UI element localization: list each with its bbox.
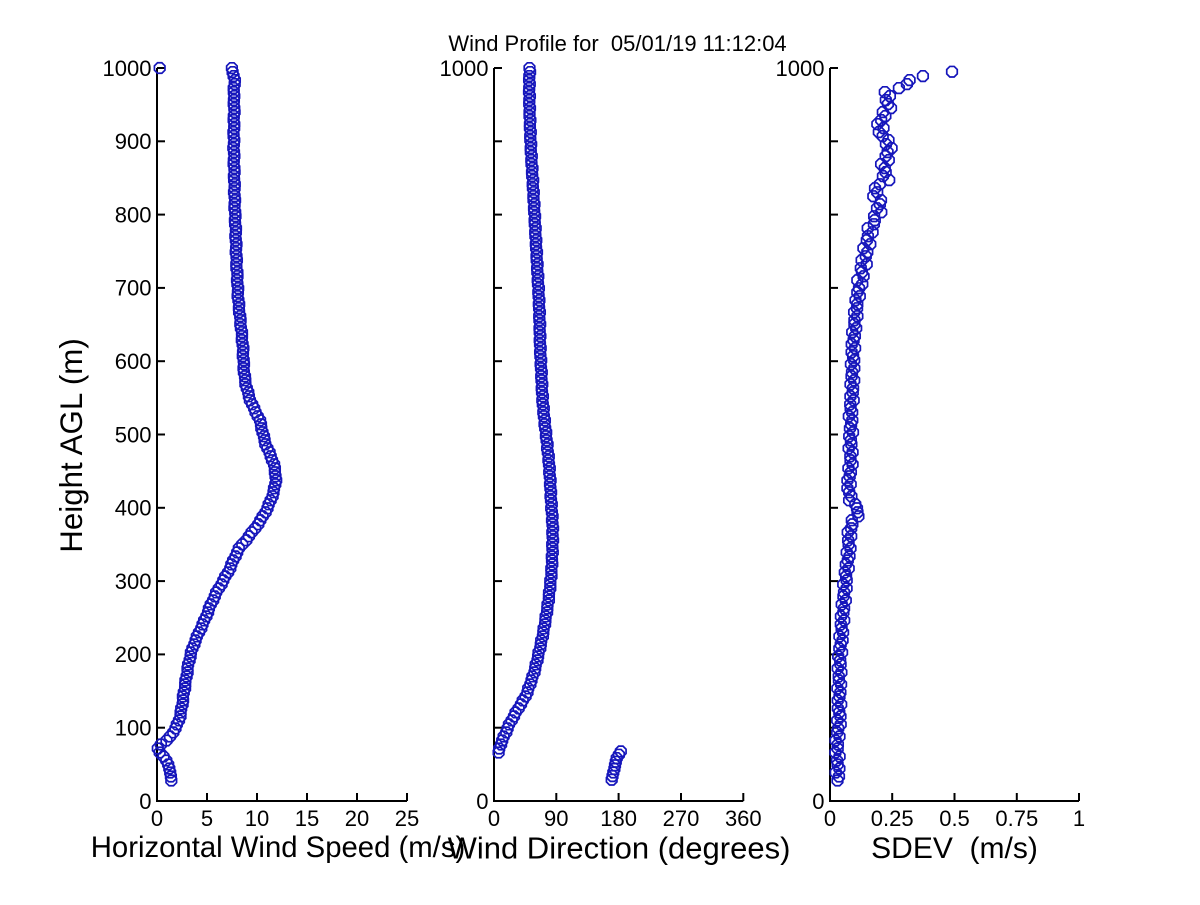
svg-text:180: 180 [600, 806, 637, 831]
svg-text:300: 300 [115, 569, 152, 594]
svg-text:SDEV (m/s): SDEV (m/s) [871, 832, 1038, 865]
svg-text:20: 20 [345, 806, 369, 831]
svg-text:400: 400 [115, 496, 152, 521]
svg-text:0: 0 [812, 789, 824, 814]
svg-text:100: 100 [115, 716, 152, 741]
svg-text:Height AGL (m): Height AGL (m) [54, 338, 89, 553]
svg-text:5: 5 [201, 806, 213, 831]
svg-text:1000: 1000 [440, 56, 489, 81]
svg-text:15: 15 [295, 806, 319, 831]
svg-text:Wind Direction (degrees): Wind Direction (degrees) [448, 831, 791, 866]
svg-text:0: 0 [488, 806, 500, 831]
svg-text:0.5: 0.5 [939, 806, 970, 831]
svg-text:900: 900 [115, 129, 152, 154]
svg-text:0: 0 [476, 789, 488, 814]
svg-text:1000: 1000 [103, 56, 152, 81]
svg-text:800: 800 [115, 202, 152, 227]
svg-text:700: 700 [115, 276, 152, 301]
svg-text:10: 10 [245, 806, 269, 831]
svg-text:25: 25 [395, 806, 419, 831]
svg-text:0: 0 [151, 806, 163, 831]
svg-text:Horizontal Wind Speed (m/s): Horizontal Wind Speed (m/s) [91, 831, 465, 864]
svg-text:600: 600 [115, 349, 152, 374]
svg-text:Wind Profile for 05/01/19 11:: Wind Profile for 05/01/19 11:12:04 [448, 31, 786, 56]
svg-text:0.25: 0.25 [871, 806, 914, 831]
svg-text:200: 200 [115, 642, 152, 667]
svg-text:270: 270 [663, 806, 700, 831]
svg-text:0: 0 [139, 789, 151, 814]
svg-text:0: 0 [824, 806, 836, 831]
svg-text:0.75: 0.75 [995, 806, 1038, 831]
svg-text:1: 1 [1073, 806, 1085, 831]
svg-text:1000: 1000 [776, 56, 825, 81]
svg-text:90: 90 [544, 806, 568, 831]
svg-text:360: 360 [725, 806, 762, 831]
svg-text:500: 500 [115, 422, 152, 447]
